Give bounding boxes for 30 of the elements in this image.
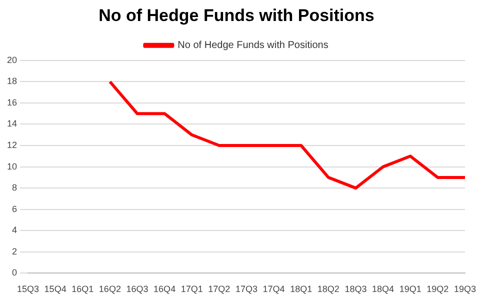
y-tick-label: 20 [6,54,18,65]
y-tick-label: 0 [12,268,18,278]
y-tick-label: 16 [6,97,18,108]
x-tick-label: 18Q4 [372,284,394,294]
x-tick-label: 18Q1 [290,284,312,294]
y-tick-label: 6 [12,204,18,214]
y-tick-label: 4 [12,225,18,236]
x-tick-label: 19Q1 [399,284,422,294]
y-tick-label: 14 [6,118,18,129]
x-tick-label: 15Q4 [44,284,66,294]
y-tick-label: 8 [12,182,18,193]
x-tick-label: 16Q4 [154,284,176,294]
x-tick-label: 15Q3 [16,284,40,294]
y-tick-label: 12 [6,140,18,150]
y-tick-label: 2 [12,246,18,256]
y-tick-label: 10 [6,161,18,172]
chart-title: No of Hedge Funds with Positions [98,6,374,25]
legend-label: No of Hedge Funds with Positions [178,40,328,52]
x-tick-label: 17Q1 [180,284,203,294]
x-tick-label: 17Q3 [235,284,258,294]
x-tick-label: 17Q2 [208,284,230,294]
y-tick-label: 18 [6,76,18,86]
x-tick-label: 16Q3 [126,284,148,294]
x-tick-label: 17Q4 [262,284,285,294]
x-tick-label: 19Q3 [454,284,476,294]
x-tick-label: 16Q2 [98,284,121,294]
x-tick-label: 19Q2 [426,284,449,294]
x-tick-label: 18Q3 [344,284,367,294]
x-tick-label: 16Q1 [72,284,94,294]
x-tick-label: 18Q2 [317,284,340,294]
